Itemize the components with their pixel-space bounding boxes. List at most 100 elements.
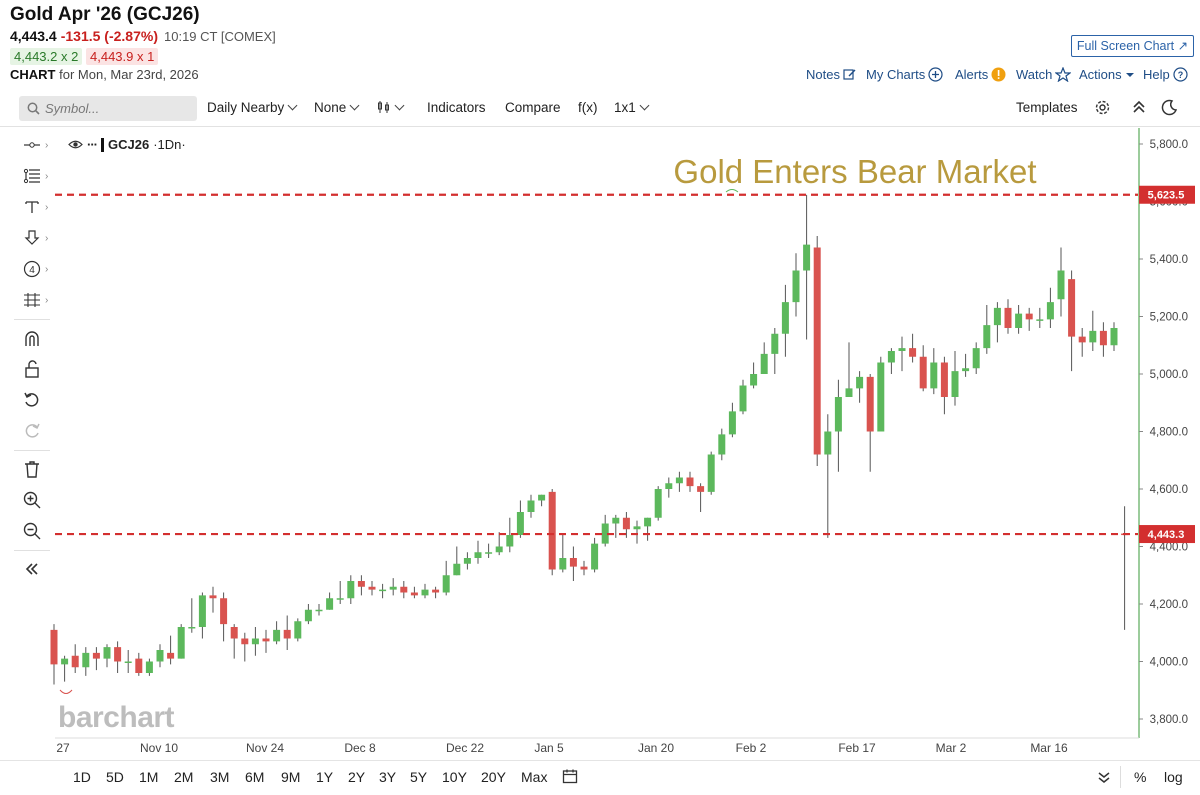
candle-body	[145, 661, 153, 673]
candle-body	[177, 627, 185, 659]
period-button-2y[interactable]: 2Y	[348, 769, 366, 785]
candle-body	[1068, 279, 1076, 337]
candle-body	[538, 494, 546, 501]
y-tick-label: 4,400.0	[1150, 542, 1188, 554]
period-button-3y[interactable]: 3Y	[379, 769, 397, 785]
candle-body	[230, 627, 238, 639]
page-title: Gold Apr '26 (GCJ26)	[10, 4, 200, 25]
period-button-20y[interactable]: 20Y	[481, 769, 506, 785]
candle-body	[760, 353, 768, 374]
fib-tool[interactable]	[19, 165, 45, 187]
candle-body	[326, 598, 334, 610]
svg-text:4: 4	[29, 265, 35, 276]
alerts-link[interactable]: Alerts	[955, 67, 1006, 82]
chevron-right-icon: ›	[45, 295, 49, 306]
period-button-10y[interactable]: 10Y	[442, 769, 467, 785]
period-button-3m[interactable]: 3M	[210, 769, 230, 785]
double-chevron-down-icon	[1098, 772, 1110, 783]
period-label: Daily Nearby	[207, 100, 285, 115]
collapse-tools-button[interactable]	[19, 558, 45, 580]
full-screen-chart-button[interactable]: Full Screen Chart ↗	[1071, 35, 1194, 57]
chart-legend: ··· GCJ26 ·1Dn·	[68, 137, 186, 152]
y-tick-label: 4,800.0	[1150, 427, 1188, 439]
number-tool[interactable]: 4	[19, 258, 45, 280]
candle-body	[368, 586, 376, 590]
redo-button[interactable]	[19, 420, 45, 442]
settings-button[interactable]	[1094, 99, 1111, 116]
candle-body	[983, 325, 991, 349]
magnet-tool[interactable]	[19, 328, 45, 350]
candle-body	[697, 486, 705, 492]
candle-body	[262, 638, 270, 642]
candle-body	[686, 477, 694, 487]
x-tick-label: Jan 20	[638, 741, 674, 755]
percent-scale-button[interactable]: %	[1134, 769, 1147, 785]
candle-body	[294, 621, 302, 639]
period-dropdown[interactable]: Daily Nearby	[207, 100, 298, 115]
period-button-1m[interactable]: 1M	[139, 769, 159, 785]
arrow-down-icon	[24, 230, 40, 245]
actions-menu[interactable]: Actions	[1079, 67, 1135, 82]
period-button-5y[interactable]: 5Y	[410, 769, 428, 785]
candle-body	[336, 598, 344, 600]
collapse-button[interactable]	[1132, 99, 1146, 115]
candle-body	[1015, 313, 1023, 328]
undo-button[interactable]	[19, 389, 45, 411]
candle-body	[591, 543, 599, 570]
compare-button[interactable]: Compare	[505, 100, 561, 115]
zoom-in-button[interactable]	[19, 489, 45, 511]
symbol-search-input[interactable]: Symbol...	[19, 96, 197, 121]
x-tick-label: Mar 2	[936, 741, 967, 755]
period-button-1d[interactable]: 1D	[73, 769, 91, 785]
period-button-max[interactable]: Max	[521, 769, 548, 785]
notes-link[interactable]: Notes	[806, 67, 856, 82]
candle-body	[50, 629, 58, 665]
more-icon[interactable]: ···	[87, 137, 98, 152]
my-charts-link[interactable]: My Charts	[866, 67, 943, 82]
candle-body	[516, 512, 524, 535]
candle-body	[834, 397, 842, 432]
period-button-9m[interactable]: 9M	[281, 769, 301, 785]
lock-tool[interactable]	[19, 358, 45, 380]
arrow-tool[interactable]	[19, 227, 45, 249]
chevron-right-icon: ›	[45, 171, 49, 182]
dark-mode-toggle[interactable]	[1161, 99, 1178, 116]
eye-icon[interactable]	[68, 139, 83, 150]
zoom-out-button[interactable]	[19, 520, 45, 542]
templates-button[interactable]: Templates	[1016, 100, 1078, 115]
none-label: None	[314, 100, 347, 115]
delete-button[interactable]	[19, 458, 45, 480]
period-button-6m[interactable]: 6M	[245, 769, 265, 785]
text-tool[interactable]	[19, 196, 45, 218]
candle-body	[707, 454, 715, 492]
collapse-bottom-button[interactable]	[1098, 770, 1110, 788]
watch-link[interactable]: Watch	[1016, 67, 1072, 82]
candle-body	[474, 552, 482, 558]
none-dropdown[interactable]: None	[314, 100, 360, 115]
period-button-1y[interactable]: 1Y	[316, 769, 334, 785]
barchart-logo: barchart	[58, 701, 175, 734]
candle-body	[1110, 328, 1118, 346]
pattern-tool[interactable]	[19, 289, 45, 311]
period-button-2m[interactable]: 2M	[174, 769, 194, 785]
ask-badge: 4,443.9 x 1	[86, 48, 159, 65]
chart-type-dropdown[interactable]	[377, 100, 405, 114]
date-range-button[interactable]	[562, 768, 578, 789]
help-link[interactable]: Help ?	[1143, 67, 1188, 82]
line-tool[interactable]	[19, 134, 45, 156]
candle-body	[601, 523, 609, 544]
period-button-5d[interactable]: 5D	[106, 769, 124, 785]
x-tick-label: Dec 22	[446, 741, 484, 755]
help-label: Help	[1143, 67, 1170, 82]
undo-icon	[24, 392, 39, 407]
expand-icon: ↗	[1177, 39, 1189, 53]
function-button[interactable]: f(x)	[578, 100, 598, 115]
candle-body	[114, 647, 122, 662]
candle-body	[389, 586, 397, 590]
log-scale-button[interactable]: log	[1164, 769, 1183, 785]
candle-body	[495, 546, 503, 553]
layout-dropdown[interactable]: 1x1	[614, 100, 650, 115]
indicators-button[interactable]: Indicators	[427, 100, 486, 115]
candle-body	[559, 558, 567, 570]
